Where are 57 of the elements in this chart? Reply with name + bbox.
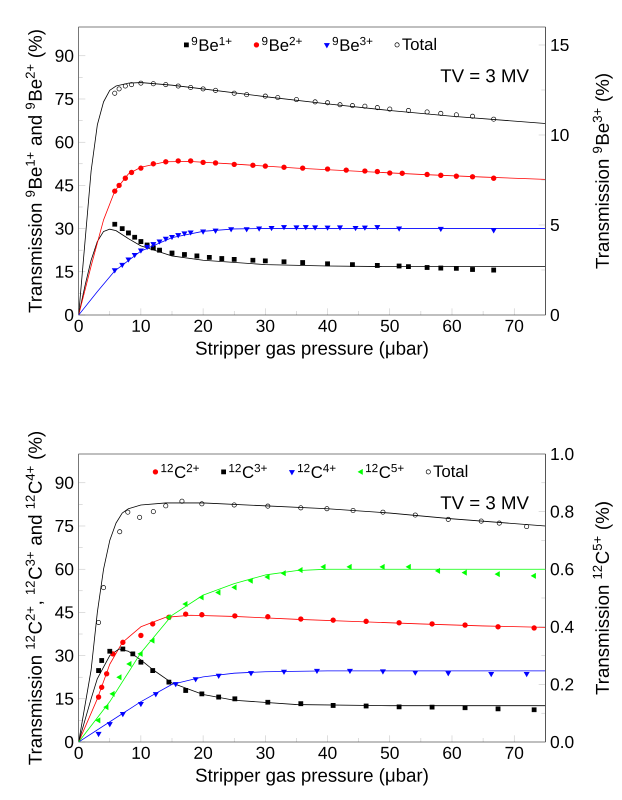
x-tick-label: 10 — [132, 320, 150, 332]
legend-label: Total — [433, 464, 468, 478]
x-axis-title: Stripper gas pressure (μbar) — [196, 768, 428, 786]
y-tick-label: 45 — [55, 179, 74, 192]
y2-axis-title: Transmission $^{12}$C$^{5+}$ (%) — [592, 502, 613, 695]
x-tick-label: 40 — [318, 320, 337, 332]
y-tick-label: 90 — [55, 476, 74, 489]
y2-tick-label: 5 — [550, 218, 559, 232]
legend-label: $^{9}$Be$^{1+}$ — [192, 36, 232, 52]
y2-tick-label: 0.8 — [550, 505, 574, 518]
y-tick-label: 30 — [55, 222, 74, 235]
legend-label: $^{12}$C$^{3+}$ — [229, 464, 267, 478]
y2-tick-label: 0.6 — [550, 563, 574, 576]
x-tick-label: 0 — [74, 746, 83, 759]
y-tick-label: 90 — [55, 50, 74, 62]
y-tick-label: 75 — [56, 520, 74, 532]
y-tick-label: 15 — [56, 266, 74, 278]
annotation: TV = 3 MV — [440, 496, 529, 510]
legend-label: $^{12}$C$^{5+}$ — [366, 464, 404, 478]
x-tick-label: 40 — [318, 746, 337, 759]
y-tick-label: 0 — [64, 308, 74, 322]
x-tick-label: 30 — [256, 746, 274, 759]
legend-label: $^{12}$C$^{2+}$ — [161, 464, 199, 478]
legend-label: $^{9}$Be$^{3+}$ — [332, 36, 372, 52]
legend-label: Total — [402, 38, 436, 50]
y-tick-label: 60 — [56, 563, 74, 576]
x-tick-label: 50 — [380, 320, 399, 332]
legend-label: $^{12}$C$^{4+}$ — [298, 464, 336, 478]
y2-tick-label: 0 — [550, 308, 560, 322]
y2-tick-label: 15 — [551, 38, 569, 52]
x-axis-title: Stripper gas pressure (μbar) — [196, 341, 428, 359]
y2-axis-title: Transmission $^{9}$Be$^{3+}$ (%) — [592, 74, 613, 269]
x-tick-label: 20 — [194, 320, 212, 332]
y2-tick-label: 0.2 — [550, 678, 574, 691]
y-tick-label: 30 — [55, 649, 74, 662]
y2-tick-label: 0.4 — [550, 620, 574, 633]
x-tick-label: 10 — [132, 746, 150, 759]
y2-tick-label: 10 — [551, 128, 569, 142]
y-tick-label: 15 — [56, 692, 74, 705]
y-tick-label: 75 — [56, 92, 74, 106]
x-tick-label: 60 — [443, 320, 461, 332]
y-tick-label: 60 — [56, 136, 74, 148]
x-tick-label: 30 — [256, 320, 274, 332]
text: Transmission $^{12}$C$^{2+}$, $^{12}$C$^{3+}$ and $^{12}$C$^{4+}$ (%) — [26, 432, 46, 765]
x-tick-label: 70 — [505, 746, 524, 759]
legend-label: $^{9}$Be$^{2+}$ — [262, 36, 302, 52]
x-tick-label: 20 — [194, 746, 212, 759]
annotation: TV = 3 MV — [440, 69, 529, 82]
text: Transmission $^{9}$Be$^{1+}$ and $^{9}$Be$^{2+}$ (%) — [26, 30, 46, 313]
x-tick-label: 0 — [74, 320, 83, 332]
y2-tick-label: 1.0 — [551, 448, 574, 460]
x-tick-label: 60 — [443, 746, 461, 759]
x-tick-label: 50 — [380, 746, 399, 759]
y-tick-label: 45 — [55, 606, 74, 618]
x-tick-label: 70 — [505, 320, 524, 332]
y2-tick-label: 0.0 — [550, 736, 574, 748]
y-tick-label: 0 — [64, 736, 74, 748]
